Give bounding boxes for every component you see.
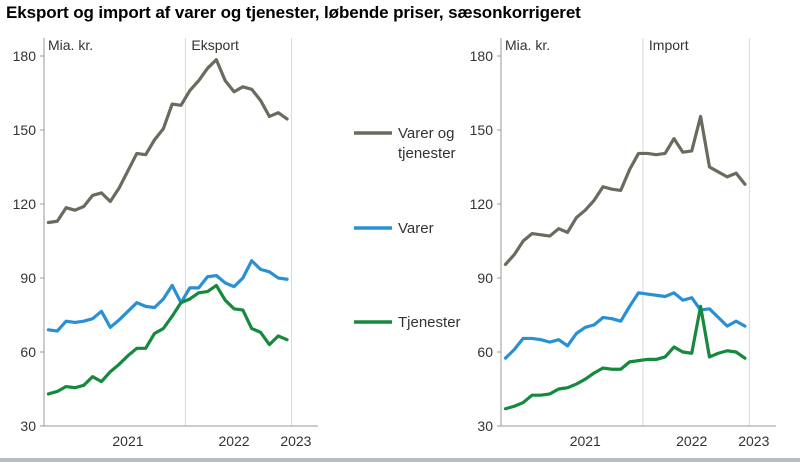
import-series-varer xyxy=(503,291,747,360)
page-title: Eksport og import af varer og tjenester,… xyxy=(6,3,581,22)
import-unit-label: Mia. kr. xyxy=(505,37,550,53)
import-y-tick-label: 60 xyxy=(477,344,493,360)
legend-label-varer-og-tjenester: tjenester xyxy=(398,145,456,162)
export-y-tick-label: 120 xyxy=(13,196,37,212)
export-unit-label: Mia. kr. xyxy=(48,37,93,53)
import-y-tick-label: 30 xyxy=(477,418,493,434)
export-panel-title: Eksport xyxy=(191,37,239,53)
import-y-tick-label: 180 xyxy=(470,48,494,64)
import-y-tick-label: 90 xyxy=(477,270,493,286)
import-year-label: 2022 xyxy=(676,433,707,449)
import-year-label: 2023 xyxy=(738,433,769,449)
export-y-tick-label: 90 xyxy=(20,270,36,286)
import-series-varer-og-tjenester xyxy=(503,114,747,267)
export-series-varer-og-tjenester xyxy=(46,58,289,225)
export-year-label: 2022 xyxy=(218,433,249,449)
legend-label-tjenester: Tjenester xyxy=(398,314,461,331)
export-series-varer xyxy=(46,259,289,333)
export-series-tjenester xyxy=(46,283,289,396)
export-y-tick-label: 180 xyxy=(13,48,37,64)
import-series-tjenester xyxy=(503,304,747,411)
export-y-tick-label: 30 xyxy=(20,418,36,434)
import-y-tick-label: 150 xyxy=(470,122,494,138)
export-y-tick-label: 150 xyxy=(13,122,37,138)
export-year-label: 2021 xyxy=(112,433,143,449)
legend-label-varer-og-tjenester: Varer og xyxy=(398,125,454,142)
export-y-tick-label: 60 xyxy=(20,344,36,360)
legend-label-varer: Varer xyxy=(398,220,434,237)
export-year-label: 2023 xyxy=(280,433,311,449)
import-panel-title: Import xyxy=(649,37,689,53)
import-y-tick-label: 120 xyxy=(470,196,494,212)
import-year-label: 2021 xyxy=(570,433,601,449)
bottom-divider xyxy=(0,458,800,462)
import-panel: 30 60 90 120 150 180 Mia. kr. Import 2021 2022 202… xyxy=(470,37,776,449)
export-panel: 30 60 90 120 150 180 Mia. kr. Eksport 2021 2022 20… xyxy=(13,37,318,449)
legend: Varer og tjenester Varer Tjenester xyxy=(354,125,461,331)
